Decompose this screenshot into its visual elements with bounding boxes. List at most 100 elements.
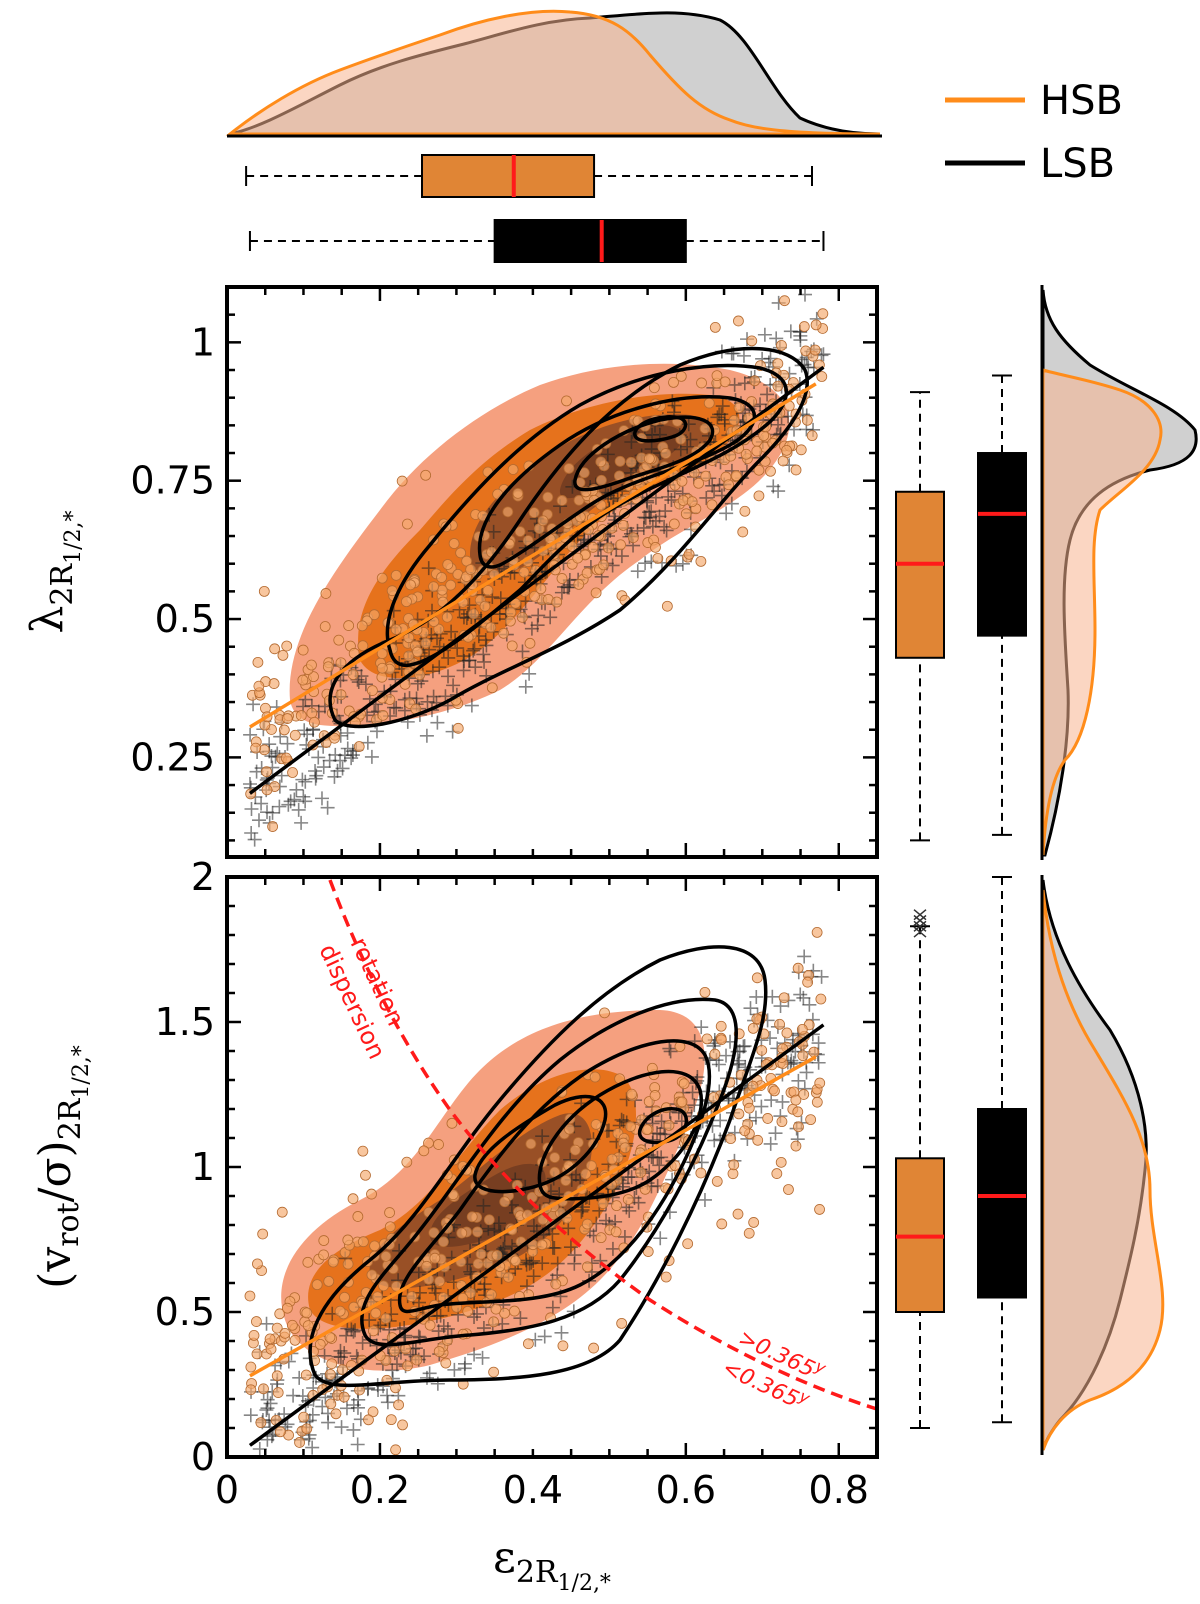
lsb-point [360, 735, 375, 750]
hsb-point [701, 1033, 713, 1045]
hsb-point [401, 596, 412, 608]
hsb-point [563, 463, 575, 474]
hsb-point [286, 1319, 298, 1331]
lsb-point [430, 715, 445, 730]
hsb-point [589, 1071, 601, 1083]
hsb-point [557, 1340, 569, 1352]
hsb-point [372, 1291, 383, 1303]
hsb-point [599, 1007, 610, 1019]
lsb-point [811, 1055, 826, 1070]
hsb-point [795, 444, 807, 456]
hsb-point [319, 621, 331, 632]
lsb-point [712, 407, 727, 422]
lsb-point [305, 1440, 320, 1455]
hsb-point [424, 1319, 436, 1331]
top-panel-frame [225, 285, 879, 859]
lsb-contour-b-3 [397, 1039, 712, 1314]
lsb-point [513, 1311, 528, 1326]
hsb-point [518, 566, 530, 578]
lsb-point [766, 479, 781, 494]
hsb-point [815, 993, 827, 1005]
lsb-point [346, 1422, 361, 1437]
hsb-point [668, 376, 679, 388]
hsb-point [311, 1279, 323, 1291]
top-marginal-kde [225, 9, 882, 138]
lsb-point [308, 763, 323, 778]
hsb-point [390, 569, 402, 581]
lsb-point [467, 1347, 482, 1362]
lsb-point [243, 1408, 258, 1423]
lsb-point [321, 1415, 336, 1430]
hsb-point [748, 1217, 760, 1228]
hsb-point [590, 1119, 602, 1130]
lsb-point [653, 1231, 668, 1246]
lsb-point [630, 564, 645, 579]
lsb-point [680, 439, 695, 454]
hsb-point [660, 448, 672, 459]
x-tick-label: 0.8 [809, 1468, 869, 1512]
hsb-point [652, 552, 664, 564]
hsb-point [342, 1234, 354, 1246]
x-tick-label: 0.6 [656, 1468, 716, 1512]
lsb-point [719, 1048, 734, 1063]
lsb-point [247, 832, 262, 847]
lsb-point [476, 1198, 491, 1213]
hsb-point [337, 1364, 348, 1376]
hsb-point [261, 766, 272, 778]
hsb-point [660, 1271, 672, 1283]
y-tick-label: 1 [191, 320, 215, 364]
hsb-point [390, 1444, 402, 1456]
lsb-point [535, 1129, 550, 1144]
lsb-point [477, 654, 492, 669]
hsb-point [663, 1119, 675, 1131]
lsb-point [286, 1388, 301, 1403]
lsb-point [593, 1253, 608, 1268]
lsb-point [457, 1361, 472, 1376]
lsb-point [333, 753, 348, 768]
hsb-point [661, 600, 673, 612]
hsb-point [590, 587, 602, 599]
hsb-point [806, 430, 818, 442]
lsb-point [662, 1041, 677, 1056]
x-tick-label: 0.2 [350, 1468, 410, 1512]
hsb-point [306, 707, 318, 719]
hsb-point [765, 465, 776, 477]
hsb-point [268, 678, 280, 689]
hsb-point [709, 1048, 721, 1060]
lsb-point [463, 1264, 478, 1279]
lsb-point [330, 763, 345, 778]
hsb-point [367, 1406, 379, 1418]
hsb-point [772, 358, 784, 370]
hsb-point [335, 689, 347, 701]
hsb-point [258, 585, 270, 597]
hsb-point [420, 637, 432, 649]
hsb-point [287, 767, 298, 778]
top-panel-ticks: 0.25 0.5 0.75 1 [130, 285, 879, 857]
hsb-point [466, 1211, 478, 1223]
lsb-point [280, 736, 295, 751]
hsb-point [625, 456, 637, 468]
hsb-point [318, 1235, 330, 1246]
hsb-point [255, 1417, 267, 1429]
lsb-point [479, 638, 494, 653]
hsb-kde-top [225, 9, 881, 136]
hsb-point [306, 659, 317, 671]
hsb-point [376, 671, 388, 683]
lsb-point [697, 1192, 712, 1207]
hsb-point [737, 526, 749, 538]
hsb-point [790, 464, 802, 476]
hsb-point [668, 518, 680, 530]
hsb-point [271, 1322, 283, 1334]
hsb-point [802, 976, 814, 988]
legend-lsb-label: LSB [1040, 141, 1115, 187]
lsb-contour-b-5 [638, 1107, 689, 1145]
lsb-point [464, 698, 479, 713]
hsb-point [597, 1198, 609, 1209]
lsb-point [638, 556, 653, 571]
lsb-point [320, 800, 335, 815]
hsb-point [455, 547, 467, 559]
lsb-point [444, 624, 459, 639]
hsb-point [252, 1258, 263, 1270]
hsb-point [414, 669, 426, 681]
lsb-point [799, 1065, 814, 1080]
